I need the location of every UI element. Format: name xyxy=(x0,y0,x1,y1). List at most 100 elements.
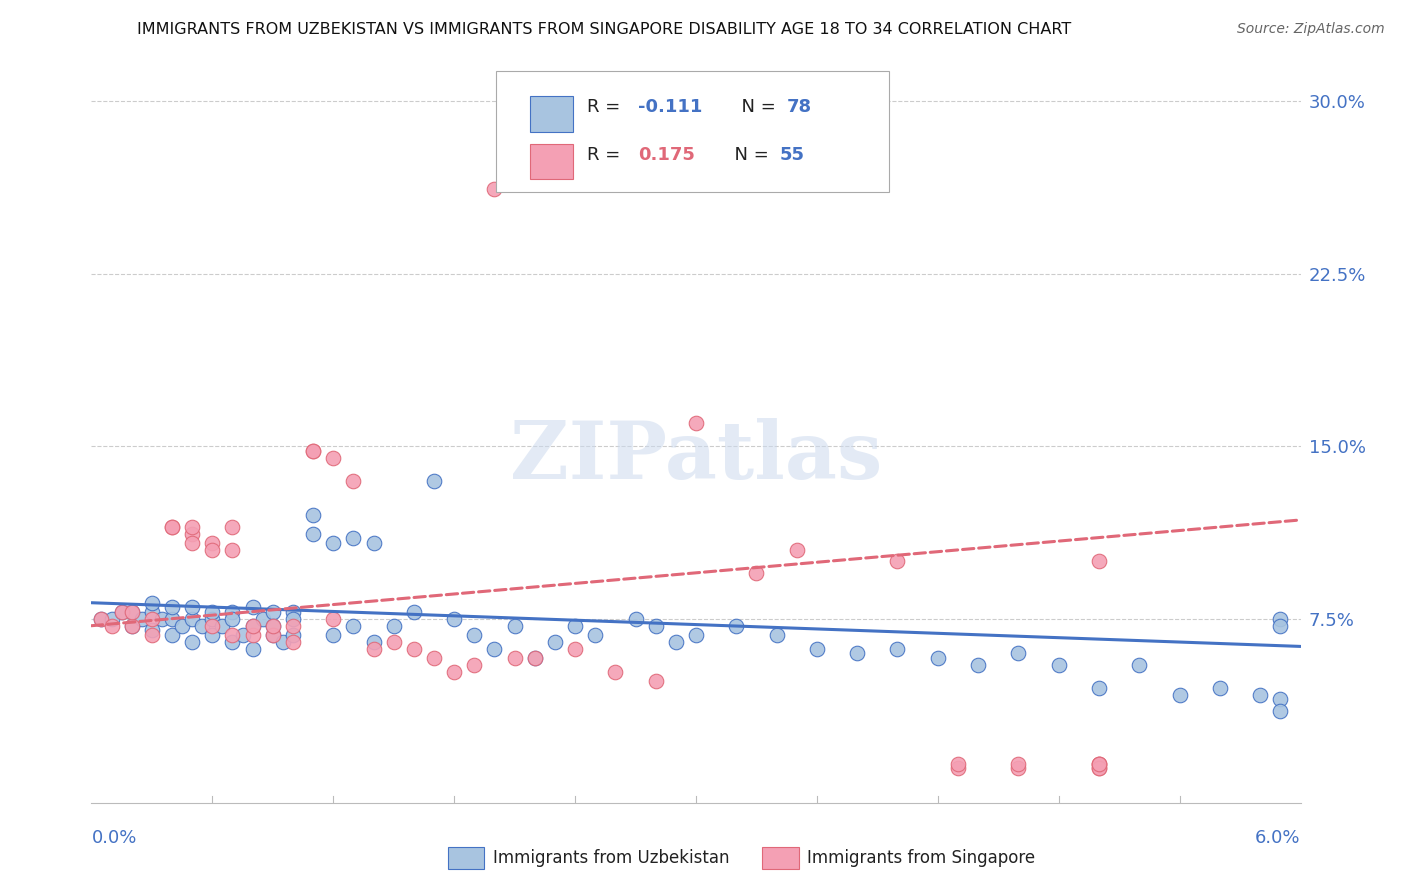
Point xyxy=(141,624,163,638)
Point xyxy=(262,618,284,632)
Point xyxy=(1270,704,1292,718)
Point xyxy=(605,665,627,679)
Point xyxy=(1088,761,1111,775)
Point xyxy=(644,618,666,632)
Point xyxy=(1088,554,1111,568)
Point xyxy=(201,542,224,557)
Point xyxy=(685,628,707,642)
Point xyxy=(181,536,204,550)
Point xyxy=(1088,756,1111,771)
Point xyxy=(382,635,405,649)
Point xyxy=(927,651,949,665)
Point xyxy=(644,673,666,688)
Point xyxy=(443,665,465,679)
Text: R =: R = xyxy=(588,98,626,116)
Point xyxy=(281,618,304,632)
Point xyxy=(221,628,243,642)
Point xyxy=(231,628,253,642)
Point xyxy=(846,646,869,660)
Point xyxy=(262,618,284,632)
Point xyxy=(1270,618,1292,632)
Point xyxy=(342,532,364,546)
Point xyxy=(160,628,183,642)
Point xyxy=(1047,657,1070,672)
Point xyxy=(564,641,586,656)
Point xyxy=(765,628,787,642)
Point xyxy=(322,536,344,550)
Text: N =: N = xyxy=(730,98,782,116)
Point xyxy=(181,635,204,649)
Point xyxy=(1209,681,1232,695)
Point xyxy=(363,641,385,656)
Point xyxy=(1088,761,1111,775)
Point xyxy=(150,612,173,626)
Point xyxy=(100,618,122,632)
Point xyxy=(141,605,163,619)
Point xyxy=(786,542,808,557)
Point xyxy=(322,612,344,626)
Point xyxy=(484,182,506,196)
Point xyxy=(90,612,112,626)
Point xyxy=(211,618,233,632)
Point xyxy=(160,612,183,626)
Text: R =: R = xyxy=(588,145,626,164)
Point xyxy=(342,618,364,632)
Point xyxy=(221,520,243,534)
Point xyxy=(503,618,526,632)
Point xyxy=(201,536,224,550)
Point xyxy=(523,651,546,665)
Point xyxy=(1249,688,1271,702)
Point xyxy=(564,618,586,632)
Point xyxy=(463,628,485,642)
Point xyxy=(271,635,294,649)
Point xyxy=(242,618,264,632)
Point xyxy=(262,605,284,619)
Point xyxy=(121,618,143,632)
Point xyxy=(886,641,908,656)
Point xyxy=(302,508,325,523)
Text: 0.175: 0.175 xyxy=(638,145,695,164)
Point xyxy=(100,612,122,626)
Point xyxy=(402,605,425,619)
Point xyxy=(121,605,143,619)
Point xyxy=(302,444,325,458)
Point xyxy=(181,612,204,626)
Point xyxy=(221,612,243,626)
Point xyxy=(181,520,204,534)
Point xyxy=(302,444,325,458)
Text: -0.111: -0.111 xyxy=(638,98,703,116)
Point xyxy=(141,612,163,626)
Text: Immigrants from Uzbekistan: Immigrants from Uzbekistan xyxy=(494,849,730,867)
Point xyxy=(302,526,325,541)
Point xyxy=(252,612,274,626)
Point xyxy=(1088,756,1111,771)
Point xyxy=(90,612,112,626)
Point xyxy=(242,641,264,656)
Point xyxy=(322,628,344,642)
Point xyxy=(363,635,385,649)
Point xyxy=(201,612,224,626)
Text: 6.0%: 6.0% xyxy=(1256,830,1301,847)
Text: N =: N = xyxy=(723,145,775,164)
Point xyxy=(583,628,606,642)
Point xyxy=(201,605,224,619)
Point xyxy=(262,628,284,642)
Text: ZIPatlas: ZIPatlas xyxy=(510,418,882,496)
Point xyxy=(141,596,163,610)
Point xyxy=(886,554,908,568)
Point xyxy=(443,612,465,626)
Point xyxy=(281,605,304,619)
Point xyxy=(181,600,204,615)
Text: 55: 55 xyxy=(779,145,804,164)
Point xyxy=(1270,612,1292,626)
Point xyxy=(242,628,264,642)
Point xyxy=(1128,657,1150,672)
Point xyxy=(503,651,526,665)
FancyBboxPatch shape xyxy=(496,70,890,192)
Point xyxy=(1007,756,1029,771)
FancyBboxPatch shape xyxy=(449,847,484,869)
Point xyxy=(322,450,344,465)
Point xyxy=(242,600,264,615)
Point xyxy=(1007,646,1029,660)
Point xyxy=(363,536,385,550)
